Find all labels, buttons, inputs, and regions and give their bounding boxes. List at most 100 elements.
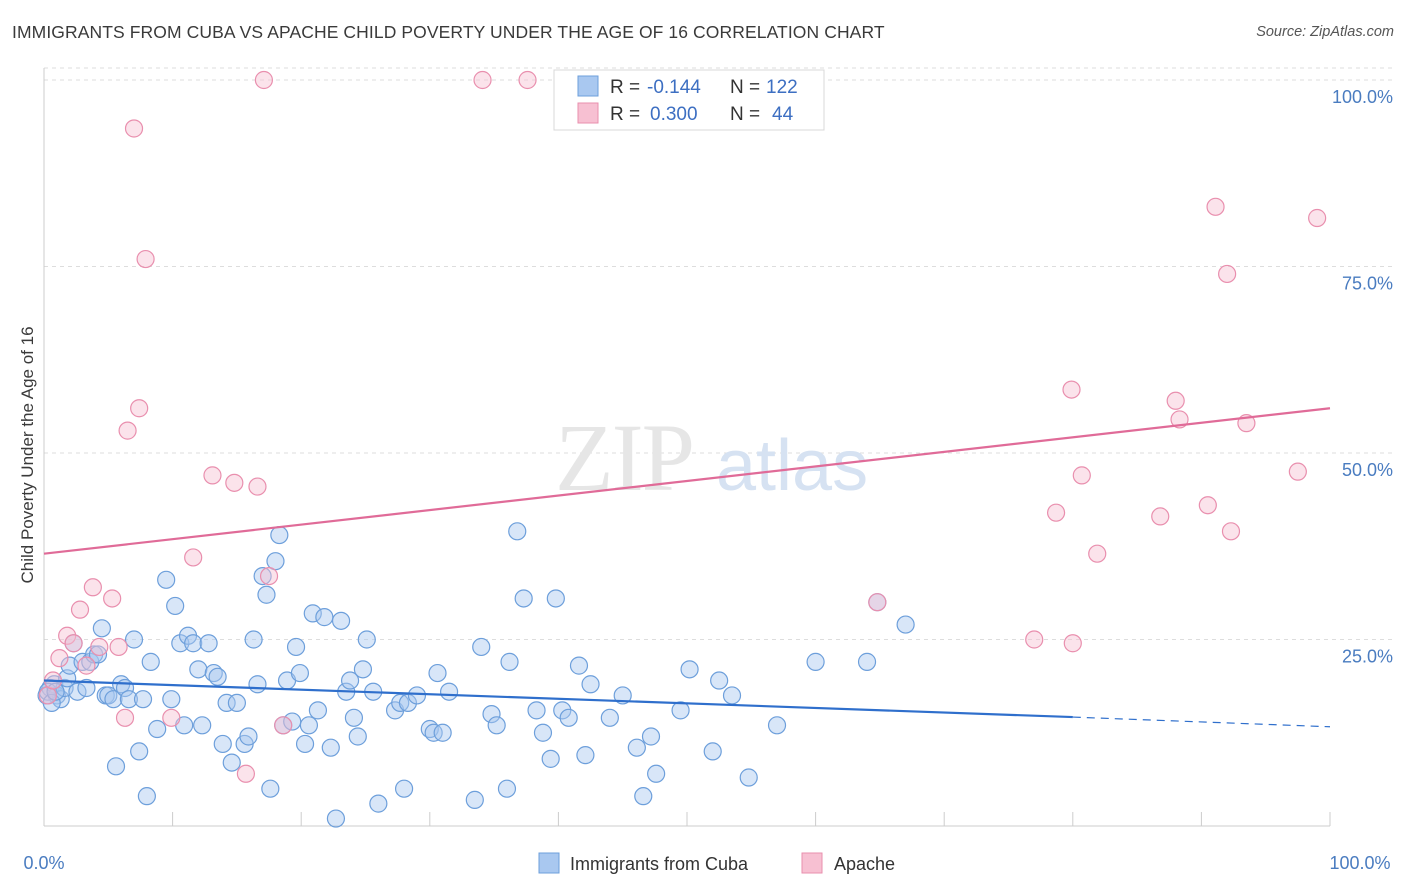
cuba-point-103 — [627, 738, 646, 757]
legend-n-value-apache: 44 — [772, 104, 794, 125]
legend-r-value-cuba: -0.144 — [647, 77, 701, 98]
apache-point-43 — [1308, 208, 1327, 228]
cuba-point-61 — [303, 604, 322, 623]
watermark-atlas: atlas — [716, 426, 868, 506]
cuba-point-37 — [193, 716, 212, 735]
cuba-point-111 — [722, 686, 742, 705]
cuba-point-83 — [433, 723, 452, 742]
apache-point-38 — [1206, 197, 1225, 216]
cuba-point-104 — [634, 787, 653, 806]
cuba-point-11 — [77, 678, 96, 698]
trendlines — [43, 407, 1331, 728]
y-tick-label-75: 75.0% — [1342, 274, 1393, 294]
chart-title: IMMIGRANTS FROM CUBA VS APACHE CHILD POV… — [12, 22, 885, 42]
apache-point-34 — [1151, 507, 1170, 526]
cuba-point-14 — [88, 645, 108, 664]
apache-point-2 — [50, 649, 69, 668]
trendline-cuba-dashed — [1072, 716, 1331, 728]
x-axis — [44, 812, 1331, 827]
cuba-point-32 — [171, 634, 190, 653]
cuba-point-66 — [331, 611, 351, 630]
cuba-point-99 — [576, 746, 595, 765]
apache-point-32 — [1088, 544, 1107, 563]
cuba-point-25 — [133, 690, 153, 709]
apache-point-6 — [77, 656, 96, 675]
cuba-point-77 — [394, 779, 414, 798]
legend-r-value-apache: 0.300 — [650, 104, 698, 125]
cuba-point-117 — [896, 615, 915, 634]
cuba-point-89 — [500, 652, 519, 671]
cuba-point-95 — [546, 589, 565, 608]
cuba-point-71 — [353, 660, 373, 679]
cuba-point-79 — [407, 686, 427, 705]
cuba-point-113 — [767, 716, 787, 735]
cuba-point-68 — [340, 671, 360, 690]
apache-point-24 — [274, 716, 293, 735]
apache-point-15 — [136, 249, 155, 269]
cuba-point-42 — [217, 693, 236, 713]
apache-point-37 — [1198, 496, 1217, 515]
cuba-point-85 — [465, 790, 484, 809]
cuba-point-31 — [166, 596, 185, 616]
legend-bottom-swatch-apache — [801, 852, 823, 874]
cuba-point-64 — [321, 738, 340, 757]
cuba-point-41 — [213, 734, 232, 754]
cuba-point-24 — [130, 742, 149, 761]
cuba-point-112 — [739, 768, 758, 787]
apache-point-26 — [518, 70, 537, 90]
watermark-zip: ZIP — [555, 404, 693, 511]
apache-point-11 — [115, 708, 135, 727]
cuba-point-86 — [472, 637, 491, 657]
cuba-point-49 — [253, 566, 272, 586]
apache-point-42 — [1288, 462, 1307, 481]
cuba-point-23 — [124, 630, 144, 649]
apache-point-28 — [1025, 630, 1044, 649]
legend-swatch-apache — [577, 102, 599, 124]
cuba-point-26 — [137, 787, 156, 806]
y-tick-label-100: 100.0% — [1332, 87, 1393, 107]
cuba-point-30 — [162, 690, 181, 709]
cuba-point-50 — [257, 585, 276, 604]
apache-point-40 — [1221, 522, 1241, 541]
apache-point-13 — [124, 119, 144, 138]
cuba-point-91 — [514, 589, 533, 608]
cuba-point-102 — [613, 686, 632, 705]
cuba-point-19 — [106, 757, 126, 776]
cuba-point-29 — [157, 570, 176, 589]
trendline-apache — [43, 407, 1331, 555]
cuba-point-60 — [299, 716, 319, 735]
y-tick-label-50: 50.0% — [1342, 460, 1393, 480]
cuba-point-115 — [857, 652, 877, 671]
cuba-point-51 — [261, 779, 280, 798]
apache-point-33 — [1062, 380, 1081, 399]
legend-bottom: Immigrants from Cuba Apache — [538, 852, 895, 874]
apache-point-12 — [118, 421, 137, 440]
apache-point-39 — [1218, 264, 1237, 284]
apache-point-5 — [70, 600, 90, 619]
apache-point-10 — [109, 637, 128, 657]
apache-point-8 — [90, 637, 109, 657]
cuba-point-72 — [357, 630, 376, 649]
apache-point-4 — [64, 634, 83, 653]
cuba-point-98 — [569, 656, 589, 675]
cuba-point-62 — [308, 701, 328, 720]
apache-point-16 — [162, 708, 181, 727]
apache-point-25 — [473, 70, 492, 90]
apache-point-27 — [868, 593, 887, 612]
cuba-point-59 — [295, 734, 315, 754]
apache-point-35 — [1166, 391, 1185, 410]
legend-n-label-apache: N = — [730, 104, 760, 125]
cuba-point-106 — [647, 764, 666, 783]
legend-top: R = -0.144 N = 122 R = 0.300 N = 44 — [553, 69, 825, 131]
apache-point-9 — [103, 589, 122, 608]
cuba-point-44 — [227, 693, 246, 713]
cuba-point-84 — [439, 682, 459, 701]
cuba-point-65 — [326, 809, 346, 828]
cuba-point-82 — [428, 663, 447, 683]
cuba-point-74 — [369, 794, 388, 813]
cuba-point-53 — [270, 525, 289, 545]
apache-point-29 — [1046, 503, 1066, 522]
cuba-point-105 — [641, 727, 661, 746]
cuba-point-90 — [508, 522, 527, 541]
